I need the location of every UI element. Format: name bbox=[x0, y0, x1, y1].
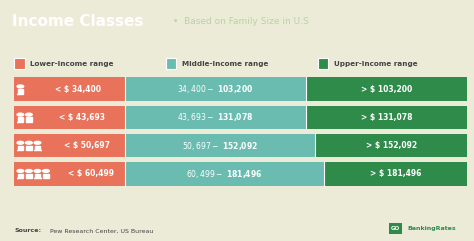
Text: > $ 152,092: > $ 152,092 bbox=[365, 141, 417, 150]
Circle shape bbox=[43, 169, 49, 172]
Text: Upper-Income range: Upper-Income range bbox=[334, 61, 417, 67]
Text: > $ 131,078: > $ 131,078 bbox=[361, 113, 412, 122]
Text: $ 60,499 - $ 181,496: $ 60,499 - $ 181,496 bbox=[186, 168, 263, 180]
Circle shape bbox=[26, 169, 32, 172]
Bar bbox=[14, 58, 25, 69]
Bar bbox=[125, 134, 315, 157]
Bar bbox=[306, 106, 467, 129]
FancyArrow shape bbox=[34, 174, 40, 178]
Bar bbox=[389, 223, 402, 234]
Text: $ 50,697 - $ 152,092: $ 50,697 - $ 152,092 bbox=[182, 140, 258, 152]
FancyArrow shape bbox=[17, 174, 23, 178]
Circle shape bbox=[26, 141, 32, 144]
Bar bbox=[166, 58, 176, 69]
Text: Source:: Source: bbox=[14, 228, 41, 234]
Bar bbox=[14, 162, 125, 186]
FancyArrow shape bbox=[26, 174, 32, 178]
Text: > $ 103,200: > $ 103,200 bbox=[361, 85, 412, 94]
Circle shape bbox=[17, 141, 24, 144]
Circle shape bbox=[26, 113, 32, 116]
Text: Pew Research Center, US Bureau: Pew Research Center, US Bureau bbox=[48, 228, 154, 234]
Text: < $ 43,693: < $ 43,693 bbox=[59, 113, 106, 122]
Text: Income Classes: Income Classes bbox=[12, 14, 143, 29]
FancyArrow shape bbox=[26, 117, 32, 122]
Text: < $ 50,697: < $ 50,697 bbox=[64, 141, 110, 150]
FancyArrow shape bbox=[17, 117, 23, 122]
Text: $43,693 - $ 131,078: $43,693 - $ 131,078 bbox=[177, 111, 254, 123]
Circle shape bbox=[17, 169, 24, 172]
Bar bbox=[125, 77, 306, 101]
Text: $34,400 - $ 103,200: $34,400 - $ 103,200 bbox=[177, 83, 254, 95]
Bar bbox=[315, 134, 467, 157]
FancyArrow shape bbox=[43, 174, 49, 178]
FancyArrow shape bbox=[26, 146, 32, 150]
FancyArrow shape bbox=[17, 146, 23, 150]
Circle shape bbox=[34, 169, 41, 172]
Circle shape bbox=[17, 85, 24, 88]
Bar bbox=[14, 134, 125, 157]
Circle shape bbox=[34, 141, 41, 144]
Text: < $ 34,400: < $ 34,400 bbox=[55, 85, 101, 94]
Bar bbox=[14, 77, 125, 101]
Bar bbox=[324, 162, 467, 186]
Bar bbox=[14, 106, 125, 129]
Bar bbox=[318, 58, 328, 69]
Text: > $ 181,496: > $ 181,496 bbox=[370, 169, 421, 178]
Text: Lower-Income range: Lower-Income range bbox=[30, 61, 114, 67]
FancyArrow shape bbox=[17, 89, 23, 94]
Text: < $ 60,499: < $ 60,499 bbox=[68, 169, 114, 178]
Circle shape bbox=[17, 113, 24, 116]
Text: •  Based on Family Size in U.S: • Based on Family Size in U.S bbox=[173, 17, 309, 26]
Bar bbox=[125, 162, 324, 186]
FancyArrow shape bbox=[34, 146, 40, 150]
Text: GO: GO bbox=[391, 226, 400, 231]
Bar bbox=[306, 77, 467, 101]
Bar bbox=[125, 106, 306, 129]
Text: Middle-Income range: Middle-Income range bbox=[182, 61, 268, 67]
Text: BankingRates: BankingRates bbox=[408, 226, 456, 231]
